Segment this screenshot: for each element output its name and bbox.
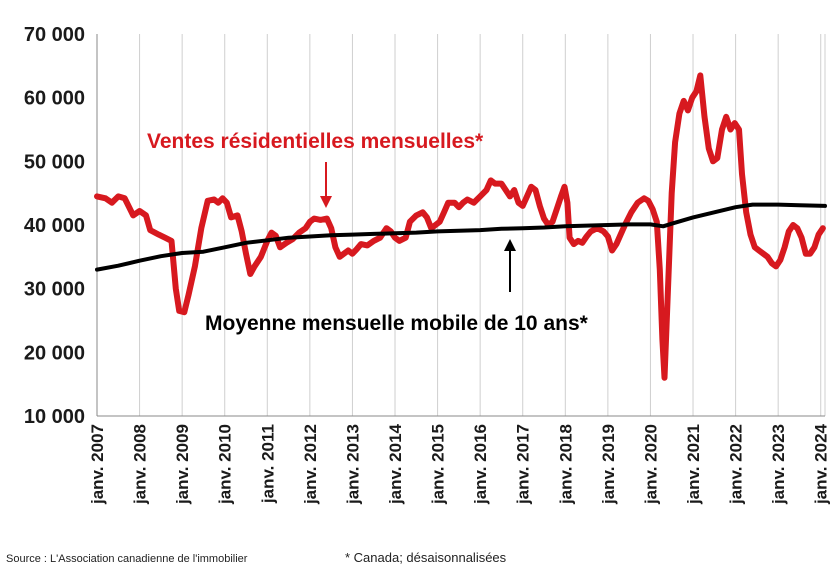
y-tick-label: 70 000 [24, 24, 85, 46]
black-series-label: Moyenne mensuelle mobile de 10 ans* [205, 312, 589, 335]
x-tick-label: janv. 2012 [301, 424, 320, 505]
series-lines [94, 72, 827, 381]
x-tick-label: janv. 2008 [131, 424, 150, 505]
x-tick-label: janv. 2020 [641, 424, 660, 505]
y-tick-label: 60 000 [24, 88, 85, 110]
x-tick-label: janv. 2013 [343, 424, 362, 505]
x-tick-label: janv. 2007 [88, 424, 107, 505]
y-tick-label: 20 000 [24, 342, 85, 364]
x-tick-label: janv. 2015 [429, 424, 448, 505]
x-tick-label: janv. 2021 [684, 424, 703, 505]
y-tick-labels: 10 000 20 000 30 000 40 000 50 000 60 000 70 0… [24, 24, 85, 428]
footnote: * Canada; désaisonnalisées [345, 550, 507, 565]
x-tick-label: janv. 2011 [258, 424, 277, 504]
black-label-arrowhead [504, 239, 516, 251]
x-tick-label: janv. 2009 [173, 424, 192, 505]
series-line-0 [94, 72, 826, 381]
x-tick-label: janv. 2019 [599, 424, 618, 505]
y-tick-label: 30 000 [24, 279, 85, 301]
red-series-label: Ventes résidentielles mensuelles* [147, 130, 484, 153]
y-tick-label: 40 000 [24, 215, 85, 237]
y-tick-label: 10 000 [24, 406, 85, 428]
x-tick-label: janv. 2017 [514, 424, 533, 505]
x-tick-label: janv. 2023 [769, 424, 788, 505]
x-tick-labels: janv. 2007 janv. 2008 janv. 2009 janv. 2010… [88, 423, 831, 505]
vertical-gridlines [96, 34, 826, 416]
series-line-1 [95, 202, 827, 272]
x-tick-label: janv. 2024 [812, 423, 831, 505]
x-tick-label: janv. 2022 [727, 424, 746, 505]
annotations: Ventes résidentielles mensuelles* Moyenn… [147, 130, 589, 335]
x-tick-label: janv. 2018 [556, 424, 575, 505]
axes [96, 34, 825, 417]
source-note: Source : L'Association canadienne de l'i… [6, 553, 248, 565]
red-label-arrowhead [320, 196, 332, 208]
x-tick-label: janv. 2016 [471, 424, 490, 505]
x-tick-label: janv. 2010 [216, 424, 235, 505]
y-tick-label: 50 000 [24, 151, 85, 173]
x-tick-label: janv. 2014 [386, 423, 405, 505]
